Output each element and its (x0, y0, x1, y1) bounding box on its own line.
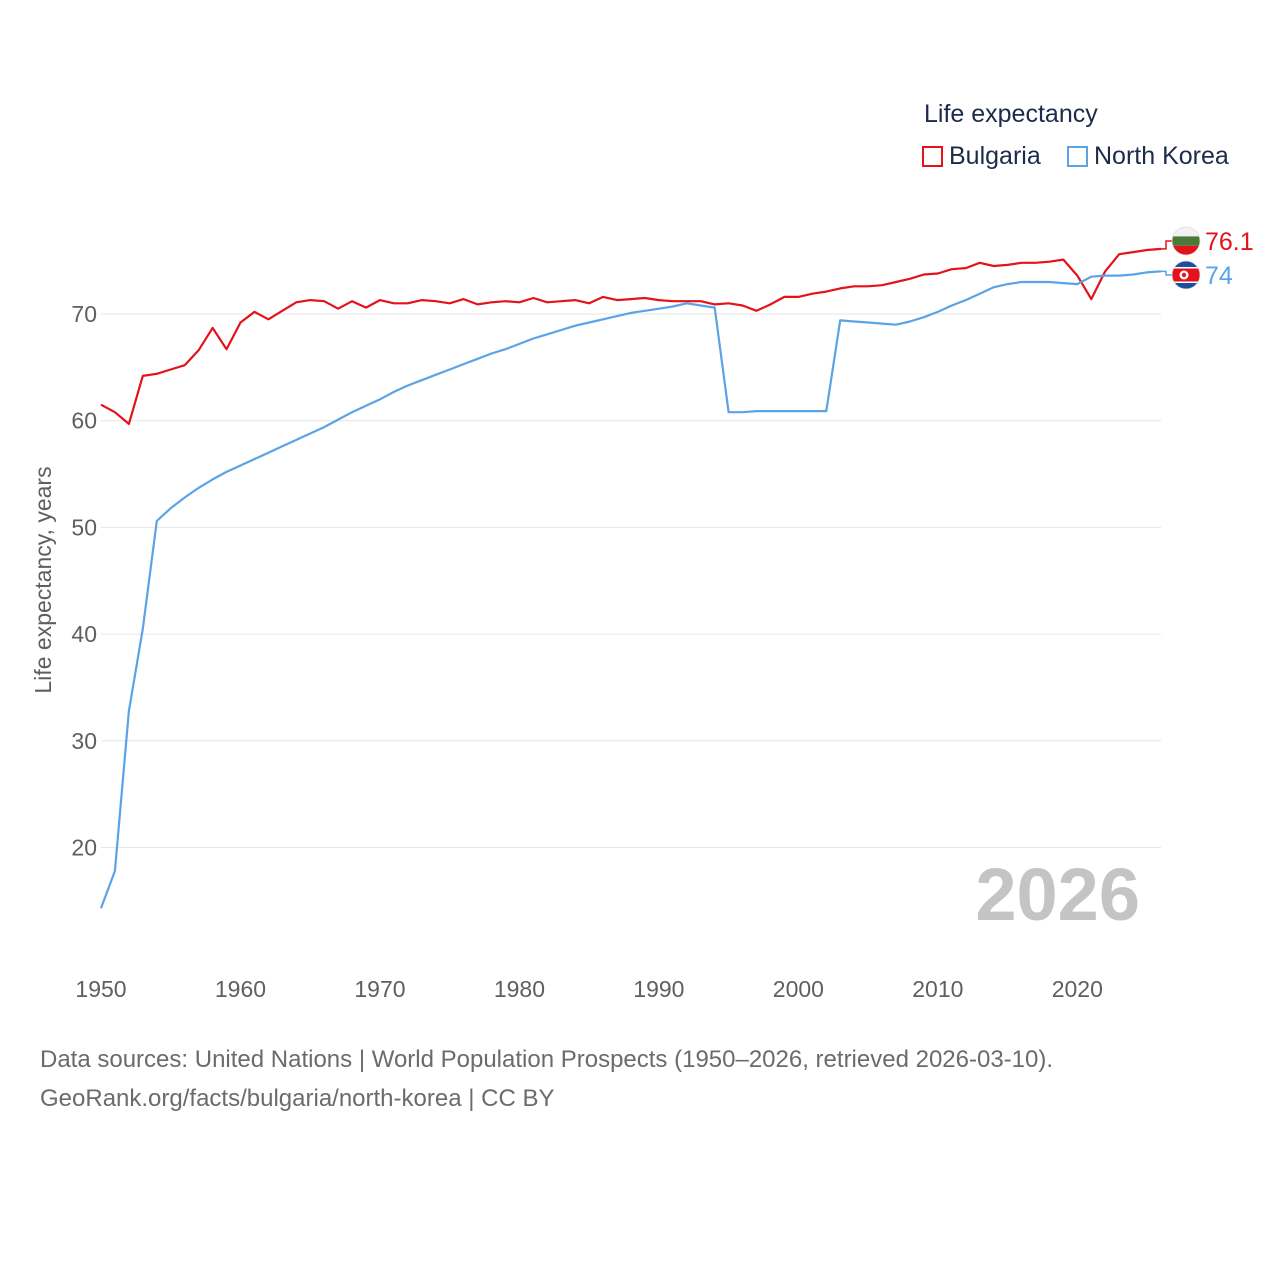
bulgaria-flag-icon (1171, 226, 1201, 256)
y-tick-label: 50 (71, 514, 97, 540)
x-tick-label: 2020 (1052, 976, 1103, 1002)
x-axis-ticks: 1950 1960 1970 1980 1990 2000 2010 2020 (75, 976, 1102, 1002)
end-markers: 76.1 74 (1161, 226, 1254, 290)
end-value-bulgaria: 76.1 (1205, 228, 1254, 256)
y-tick-label: 30 (71, 728, 97, 754)
year-watermark: 2026 (975, 853, 1140, 936)
end-connector-bulgaria (1161, 240, 1173, 250)
y-tick-label: 20 (71, 835, 97, 861)
legend-item-bulgaria[interactable]: Bulgaria (922, 142, 1041, 171)
legend-item-north-korea[interactable]: North Korea (1067, 142, 1229, 171)
x-tick-label: 1990 (633, 976, 684, 1002)
legend-label-bulgaria: Bulgaria (949, 142, 1041, 170)
source-line-2[interactable]: GeoRank.org/facts/bulgaria/north-korea |… (40, 1085, 555, 1112)
legend-label-north-korea: North Korea (1094, 142, 1229, 170)
y-tick-label: 70 (71, 301, 97, 327)
series-line-bulgaria[interactable] (100, 247, 1162, 425)
legend-swatch-bulgaria (922, 146, 943, 167)
source-line-1: Data sources: United Nations | World Pop… (40, 1046, 1054, 1073)
north-korea-flag-icon (1171, 260, 1201, 290)
x-tick-label: 2010 (912, 976, 963, 1002)
y-axis-ticks: 20 30 40 50 60 70 (71, 301, 97, 861)
x-tick-label: 1970 (354, 976, 405, 1002)
y-tick-label: 40 (71, 621, 97, 647)
y-axis-label: Life expectancy, years (30, 466, 56, 693)
series-lines (99, 247, 1162, 909)
x-tick-label: 1960 (215, 976, 266, 1002)
series-line-north-korea[interactable] (99, 270, 1162, 909)
end-connector-north-korea (1161, 270, 1173, 276)
legend-swatch-north-korea (1067, 146, 1088, 167)
x-tick-label: 1950 (75, 976, 126, 1002)
x-tick-label: 2000 (773, 976, 824, 1002)
x-tick-label: 1980 (494, 976, 545, 1002)
grid-lines (101, 313, 1161, 848)
legend-title: Life expectancy (924, 100, 1098, 128)
y-tick-label: 60 (71, 408, 97, 434)
end-value-north-korea: 74 (1205, 262, 1233, 290)
